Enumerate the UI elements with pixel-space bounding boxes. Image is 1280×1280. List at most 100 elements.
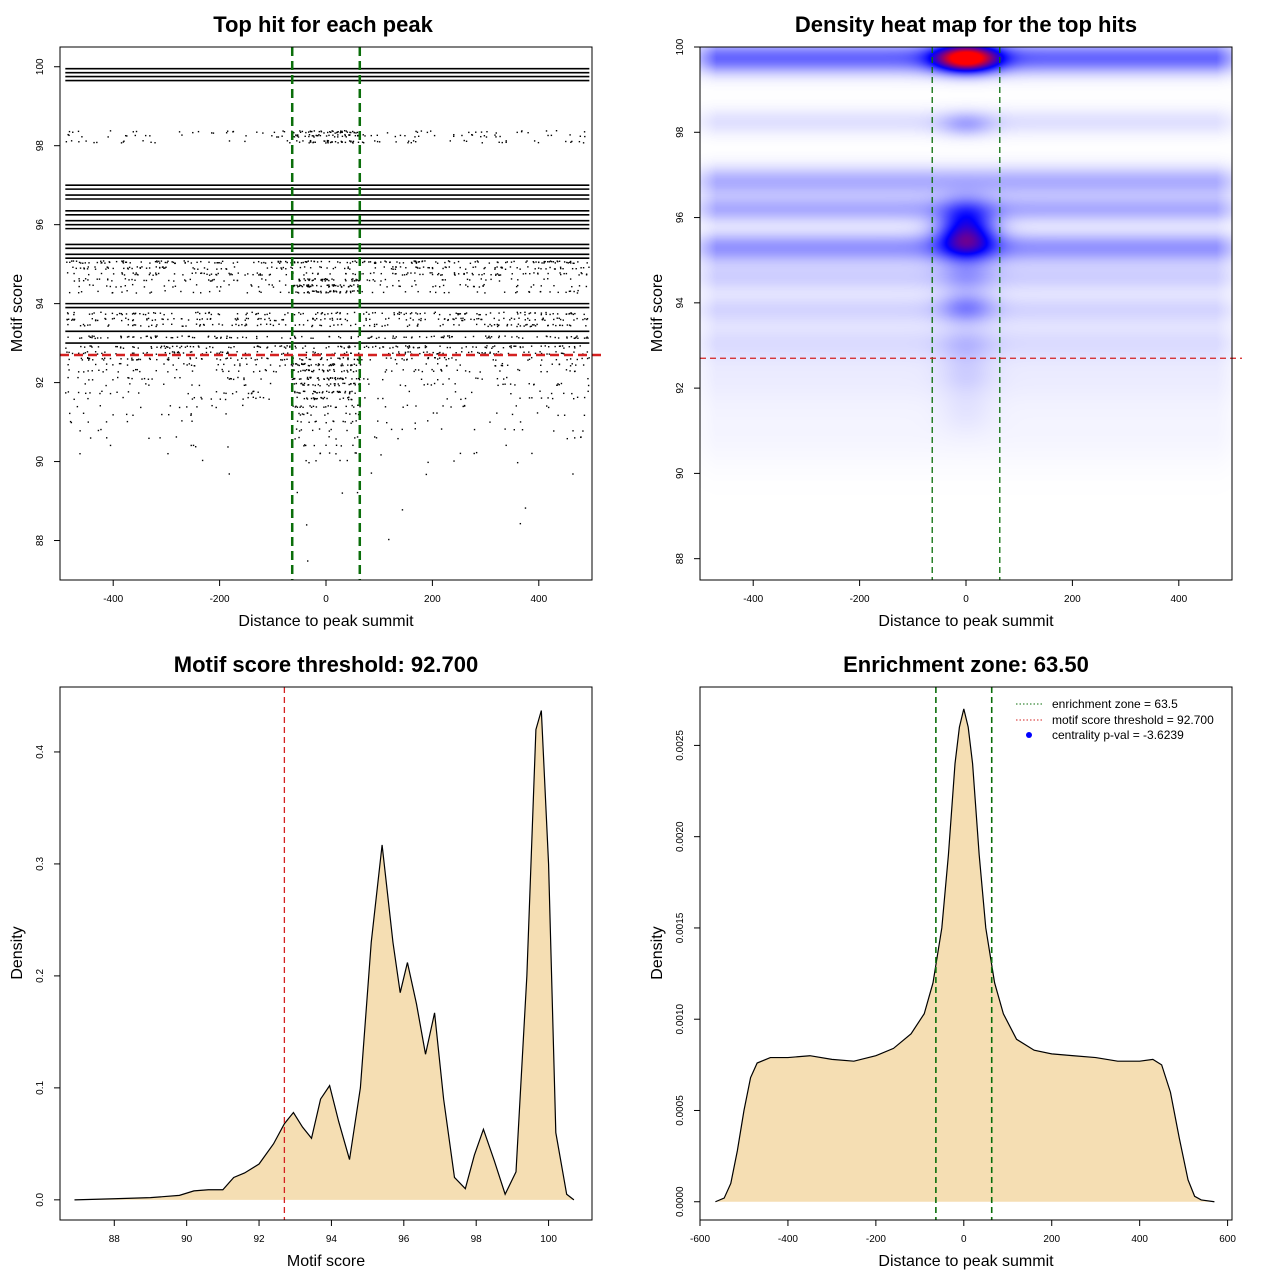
score-point bbox=[587, 377, 589, 380]
score-point bbox=[349, 268, 351, 270]
score-point bbox=[586, 262, 588, 264]
score-point bbox=[339, 318, 341, 320]
score-point bbox=[206, 318, 209, 320]
score-point bbox=[165, 336, 168, 339]
score-point bbox=[329, 383, 332, 385]
score-point bbox=[119, 347, 122, 349]
score-point bbox=[386, 286, 388, 288]
score-point bbox=[87, 370, 89, 372]
score-point bbox=[285, 268, 287, 270]
scatter-title: Top hit for each peak bbox=[213, 12, 433, 37]
score-point bbox=[552, 261, 555, 263]
score-point bbox=[105, 421, 108, 423]
score-point bbox=[445, 358, 447, 361]
score-point bbox=[209, 318, 212, 320]
score-point bbox=[289, 346, 291, 348]
score-point bbox=[524, 507, 527, 509]
score-point bbox=[82, 323, 85, 326]
score-point bbox=[139, 370, 141, 373]
score-point bbox=[461, 319, 463, 322]
score-point bbox=[140, 325, 142, 327]
score-point bbox=[321, 357, 323, 359]
score-point bbox=[570, 312, 572, 314]
score-point bbox=[418, 336, 421, 338]
score-point bbox=[333, 284, 335, 287]
score-point bbox=[328, 134, 330, 137]
score-point bbox=[444, 261, 446, 264]
score-point bbox=[506, 261, 509, 263]
score-point bbox=[293, 378, 295, 380]
score-point bbox=[223, 363, 225, 366]
score-point bbox=[127, 376, 129, 379]
score-point bbox=[310, 414, 312, 416]
score-point bbox=[115, 353, 117, 355]
score-point bbox=[293, 136, 296, 138]
score-point bbox=[344, 278, 347, 281]
score-point bbox=[530, 356, 533, 359]
score-point bbox=[111, 312, 114, 315]
score-point bbox=[179, 376, 181, 379]
score-point bbox=[139, 313, 141, 315]
score-point bbox=[254, 359, 256, 361]
score-point bbox=[155, 336, 157, 338]
score-point bbox=[414, 260, 417, 262]
score-point bbox=[321, 312, 324, 314]
score-point bbox=[91, 313, 93, 315]
score-point bbox=[326, 141, 329, 143]
score-point bbox=[381, 325, 383, 327]
score-point bbox=[303, 384, 305, 386]
score-point bbox=[583, 337, 586, 339]
score-point bbox=[349, 284, 352, 287]
score-point bbox=[105, 369, 108, 371]
score-point bbox=[293, 335, 296, 337]
score-point bbox=[295, 382, 298, 385]
score-point bbox=[412, 346, 415, 348]
score-point bbox=[264, 262, 267, 264]
score-point bbox=[314, 420, 316, 423]
score-point bbox=[543, 278, 545, 280]
score-point bbox=[442, 352, 444, 355]
score-point bbox=[340, 346, 343, 348]
score-point bbox=[300, 429, 303, 431]
score-point bbox=[335, 312, 337, 314]
score-point bbox=[509, 383, 512, 385]
score-point bbox=[497, 261, 499, 264]
score-point bbox=[547, 272, 549, 275]
score-point bbox=[350, 422, 352, 424]
score-point bbox=[498, 319, 500, 321]
score-point bbox=[173, 318, 175, 320]
score-point bbox=[228, 473, 230, 475]
score-point bbox=[198, 312, 201, 315]
score-point bbox=[569, 312, 571, 315]
score-point bbox=[75, 267, 77, 270]
score-point bbox=[506, 376, 508, 379]
score-point bbox=[558, 383, 560, 386]
score-point bbox=[197, 130, 200, 133]
score-point bbox=[339, 312, 341, 315]
score-point bbox=[481, 274, 483, 276]
score-point bbox=[414, 428, 416, 430]
score-point bbox=[278, 323, 280, 325]
score-point bbox=[320, 260, 323, 263]
score-point bbox=[275, 319, 277, 322]
score-point bbox=[131, 267, 133, 270]
score-point bbox=[201, 459, 204, 462]
score-point bbox=[319, 324, 321, 326]
score-point bbox=[171, 261, 173, 263]
score-point bbox=[455, 359, 457, 361]
score-point bbox=[96, 141, 98, 144]
score-point bbox=[190, 413, 192, 415]
score-point bbox=[454, 391, 457, 393]
x-tick-label: 96 bbox=[398, 1234, 410, 1245]
score-point bbox=[516, 325, 518, 328]
score-point bbox=[136, 266, 139, 268]
score-point bbox=[368, 337, 371, 339]
score-point bbox=[221, 324, 224, 326]
score-point bbox=[498, 312, 500, 314]
score-point bbox=[94, 268, 97, 270]
score-point bbox=[305, 459, 307, 462]
score-point bbox=[568, 290, 571, 293]
score-point bbox=[294, 363, 297, 365]
score-point bbox=[395, 266, 397, 268]
score-point bbox=[226, 357, 229, 359]
